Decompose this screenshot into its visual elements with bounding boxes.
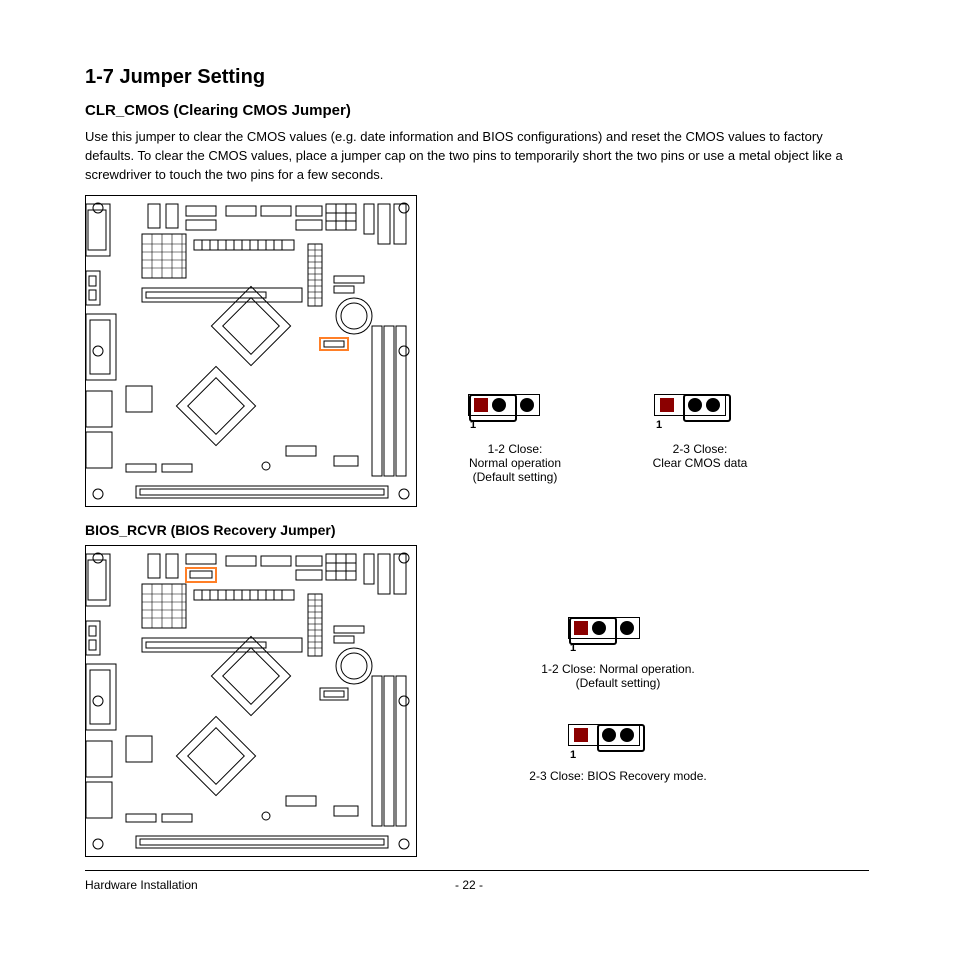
jumper-label-23: 2-3 Close: Clear CMOS data — [630, 442, 770, 470]
rcvr-pin2b — [602, 728, 616, 742]
jumper-rcvr-12 — [568, 617, 640, 639]
rcvr-pin1b — [574, 728, 588, 742]
pin-2-circle — [492, 398, 506, 412]
board-svg-2 — [86, 546, 416, 856]
pin-1-square-b — [660, 398, 674, 412]
section-subheading: CLR_CMOS (Clearing CMOS Jumper) — [85, 102, 351, 119]
rcvr-pin3b — [620, 728, 634, 742]
pin-2-circle-b — [688, 398, 702, 412]
pin1-mark-right: 1 — [656, 419, 662, 431]
intro-paragraph: Use this jumper to clear the CMOS values… — [85, 128, 869, 185]
rcvr-pin1-mark-b: 1 — [570, 749, 576, 761]
pin-1-square — [474, 398, 488, 412]
rcvr-pin1-mark-a: 1 — [570, 642, 576, 654]
jumper-label-12: 1-2 Close: Normal operation (Default set… — [445, 442, 585, 484]
page-root: 1-7 Jumper Setting CLR_CMOS (Clearing CM… — [0, 0, 954, 954]
pin-3-circle — [520, 398, 534, 412]
jumper-2-3-diagram — [654, 394, 726, 416]
jumper-1-2-diagram — [468, 394, 540, 416]
rcvr-pin1 — [574, 621, 588, 635]
rcvr-label-23: 2-3 Close: BIOS Recovery mode. — [468, 769, 768, 783]
rcvr-pin3 — [620, 621, 634, 635]
pin1-mark-left: 1 — [470, 419, 476, 431]
motherboard-diagram-1 — [85, 195, 417, 507]
section2-title: BIOS_RCVR (BIOS Recovery Jumper) — [85, 522, 336, 538]
rcvr-pin2 — [592, 621, 606, 635]
pin-3-circle-b — [706, 398, 720, 412]
footer-left-text: Hardware Installation — [85, 878, 198, 892]
footer-rule — [85, 870, 869, 871]
jumper-rcvr-23 — [568, 724, 640, 746]
rcvr-label-12: 1-2 Close: Normal operation. (Default se… — [468, 662, 768, 690]
footer-page-number: - 22 - — [455, 878, 483, 892]
motherboard-diagram-2 — [85, 545, 417, 857]
board-svg-1 — [86, 196, 416, 506]
page-heading: 1-7 Jumper Setting — [85, 66, 265, 89]
